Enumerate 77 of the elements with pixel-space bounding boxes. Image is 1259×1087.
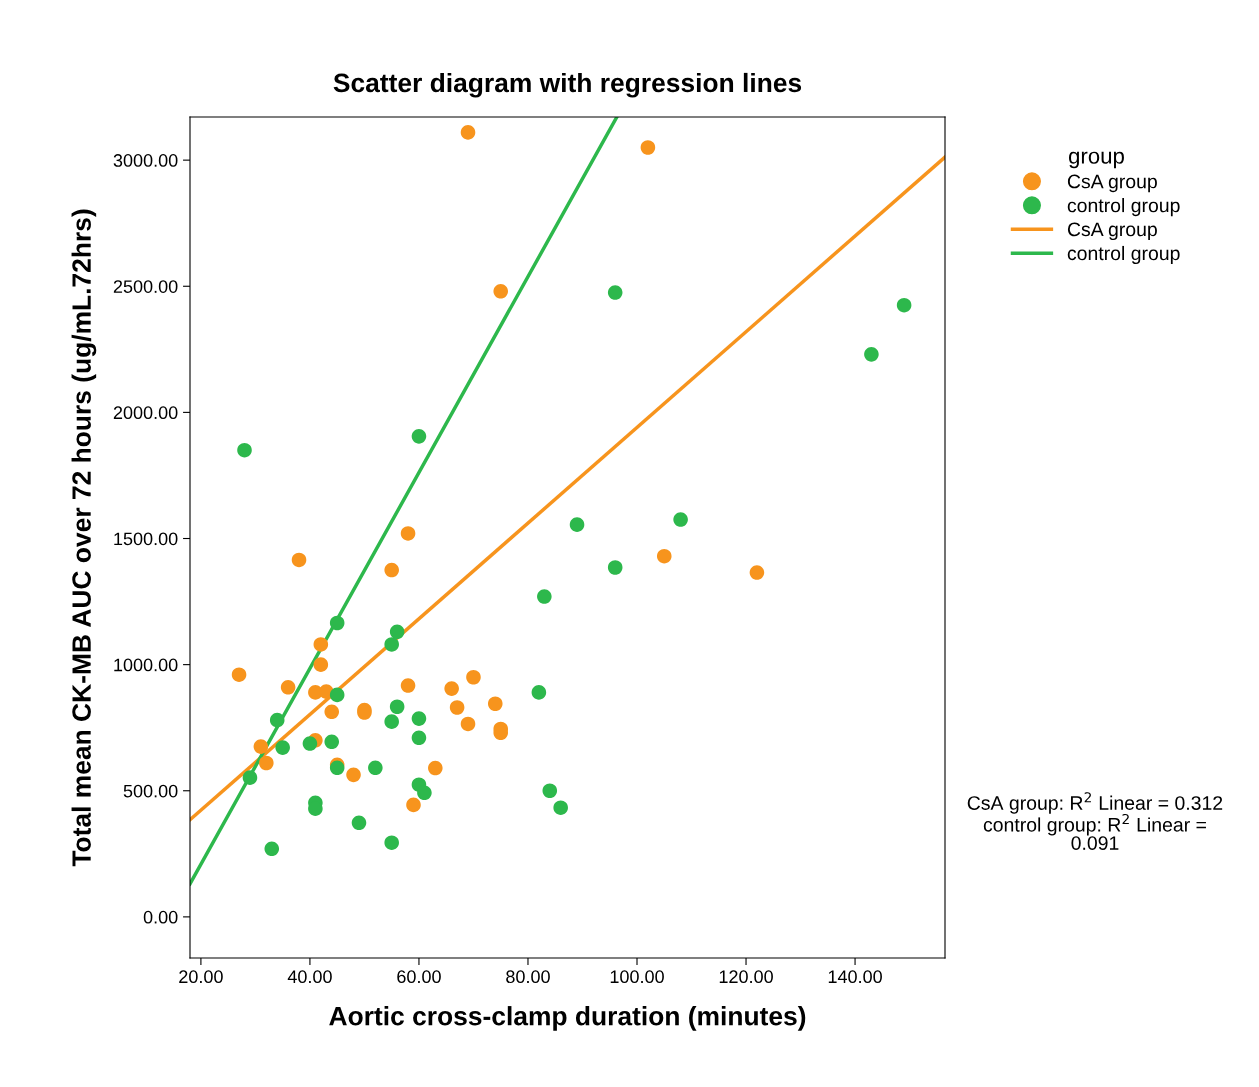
text: CsA group: R$^{2}$ Linear = 0.312 control group: R$^{2}$ Linear = 0.091: [967, 792, 1223, 850]
point: [749, 565, 765, 580]
point: [324, 704, 340, 720]
point: [411, 711, 427, 726]
point: [444, 681, 459, 696]
y-tick-label: 3000.00: [113, 154, 178, 167]
x-tick-label: 140.00: [828, 970, 882, 984]
point: [531, 685, 547, 700]
point: [607, 560, 623, 575]
x-tick-label: 100.00: [610, 970, 664, 984]
point: [313, 657, 329, 672]
y-tick-label: 2500.00: [113, 280, 178, 293]
legend-label: control group: [1067, 245, 1180, 265]
point: [428, 760, 443, 776]
y-tick-label: 2000.00: [113, 406, 178, 420]
point: [400, 678, 416, 693]
point: [411, 730, 427, 746]
legend-label: CsA group: [1067, 222, 1157, 241]
x-tick-label: 40.00: [287, 970, 332, 984]
point: [231, 667, 247, 683]
point: [291, 552, 307, 568]
legend-title: group: [1068, 151, 1124, 169]
point: [673, 512, 688, 527]
point: [324, 734, 340, 750]
point: [493, 284, 509, 299]
point: [242, 770, 258, 785]
y-tick-label: 500.00: [123, 784, 178, 798]
point: [384, 714, 399, 729]
point: [389, 624, 405, 640]
point: [553, 800, 568, 815]
point: [411, 429, 427, 444]
y-axis-title: Total mean CK-MB AUC over 72 hours (ug/mL.72hrs): [71, 209, 97, 867]
point: [460, 125, 476, 140]
y-tick-label: 1500.00: [114, 532, 178, 546]
point: [640, 140, 656, 155]
point: [389, 699, 405, 715]
point: [346, 767, 361, 783]
point: [384, 637, 399, 652]
point: [275, 740, 290, 755]
point: [368, 760, 383, 776]
point: [607, 285, 623, 300]
point: [269, 712, 285, 728]
point: [466, 669, 481, 685]
point: [264, 841, 280, 857]
x-tick-label: 80.00: [506, 970, 550, 984]
point: [329, 687, 345, 703]
point: [253, 739, 269, 754]
point: [384, 562, 399, 578]
legend-label: CsA group: [1067, 174, 1157, 193]
point: [542, 783, 558, 799]
point: [302, 736, 318, 751]
x-axis-title: Aortic cross-clamp duration (minutes): [329, 1006, 806, 1031]
point: [417, 785, 432, 801]
x-tick-label: 60.00: [397, 970, 441, 984]
x-tick-label: 20.00: [179, 970, 223, 984]
legend-label: control group: [1067, 198, 1180, 217]
y-tick-label: 0.00: [143, 910, 178, 924]
point: [487, 696, 503, 712]
x-tick-label: 120.00: [719, 970, 773, 984]
point: [237, 442, 252, 458]
point: [460, 716, 476, 732]
point: [384, 835, 399, 851]
point: [351, 815, 367, 831]
point: [329, 615, 345, 631]
point: [400, 526, 416, 541]
point: [656, 548, 672, 564]
point: [569, 517, 585, 532]
point: [449, 700, 465, 715]
point: [259, 755, 274, 771]
chart-title: Scatter diagram with regression lines: [333, 72, 802, 98]
point: [864, 347, 879, 362]
point: [896, 297, 912, 313]
point: [313, 637, 329, 652]
point: [406, 797, 421, 813]
y-tick-label: 1000.00: [114, 658, 178, 672]
point: [537, 589, 552, 604]
point: [280, 680, 296, 695]
